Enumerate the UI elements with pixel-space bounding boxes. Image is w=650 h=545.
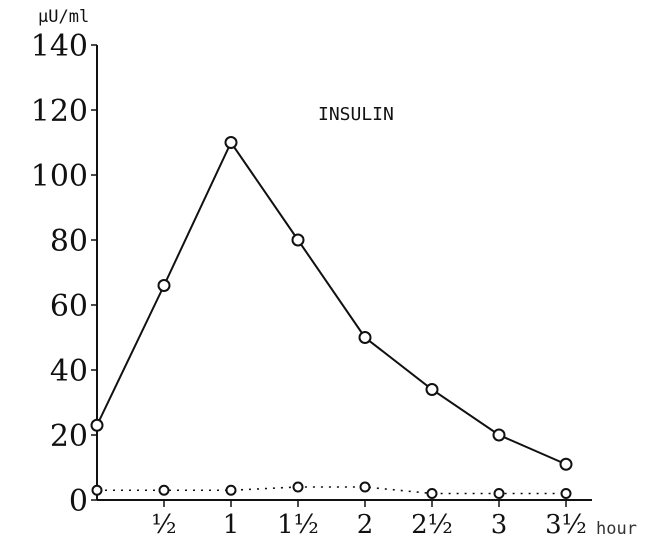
y-tick-label: 80 [50, 224, 88, 259]
data-point [292, 481, 304, 493]
x-tick-label: ½ [151, 510, 176, 540]
data-point [291, 233, 305, 247]
y-tick-label: 60 [50, 289, 88, 324]
series-1 [90, 136, 573, 471]
x-tick-label: 1 [223, 510, 240, 540]
y-tick-label: 100 [31, 159, 88, 194]
x-tick-label: 2½ [411, 510, 453, 540]
x-axis-ticks: ½ 1 1½ 2 2½ 3 3½ [151, 500, 587, 540]
data-point [90, 418, 104, 432]
x-tick-label: 3 [491, 510, 508, 540]
y-tick-label: 40 [50, 354, 88, 389]
series-line [96, 140, 567, 466]
series-layer [90, 136, 573, 499]
y-tick-label: 140 [31, 29, 88, 64]
data-point [425, 383, 439, 396]
data-point [426, 488, 438, 499]
y-unit-label: µU/ml [38, 7, 89, 27]
data-point [560, 488, 572, 499]
data-point [492, 428, 506, 442]
y-tick-label: 0 [69, 484, 88, 519]
x-unit-label: hour [596, 519, 637, 539]
data-point [91, 484, 103, 496]
x-tick-label: 3½ [545, 510, 587, 540]
series-2 [91, 481, 572, 499]
y-axis-ticks: 0 20 40 60 80 100 120 140 [31, 29, 97, 519]
x-tick-label: 1½ [277, 510, 319, 540]
data-point [493, 488, 505, 499]
x-tick-label: 2 [357, 510, 374, 540]
chart-title: INSULIN [318, 104, 394, 125]
data-point [559, 457, 573, 471]
y-tick-label: 20 [50, 419, 88, 454]
data-point [359, 481, 371, 493]
data-point [224, 136, 238, 149]
data-point [158, 484, 170, 496]
data-point [358, 331, 372, 344]
y-tick-label: 120 [31, 94, 88, 129]
data-point [157, 279, 171, 292]
data-point [225, 484, 237, 496]
